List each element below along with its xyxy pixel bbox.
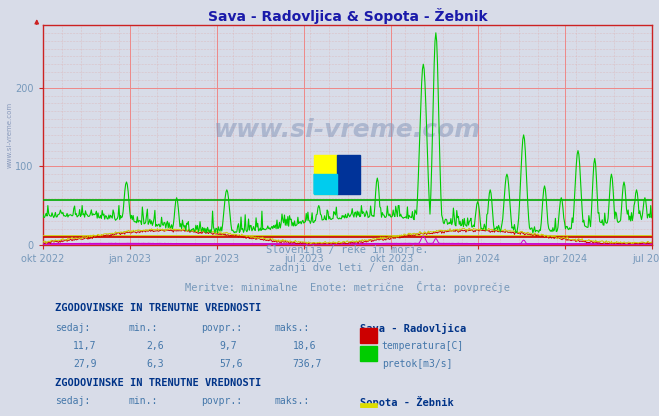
Bar: [360, 404, 377, 416]
Bar: [360, 329, 377, 343]
Text: 6,3: 6,3: [146, 359, 164, 369]
Text: ZGODOVINSKE IN TRENUTNE VREDNOSTI: ZGODOVINSKE IN TRENUTNE VREDNOSTI: [55, 303, 261, 313]
Text: ZGODOVINSKE IN TRENUTNE VREDNOSTI: ZGODOVINSKE IN TRENUTNE VREDNOSTI: [55, 379, 261, 389]
Text: temperatura[C]: temperatura[C]: [382, 341, 464, 351]
Text: 18,6: 18,6: [293, 341, 316, 351]
Text: 9,7: 9,7: [219, 341, 237, 351]
Text: www.si-vreme.com: www.si-vreme.com: [7, 102, 13, 168]
Text: Sopota - Žebnik: Sopota - Žebnik: [360, 396, 453, 408]
Text: Sava - Radovljica: Sava - Radovljica: [360, 323, 466, 334]
Text: min.:: min.:: [128, 323, 158, 333]
Text: Meritve: minimalne  Enote: metrične  Črta: povprečje: Meritve: minimalne Enote: metrične Črta:…: [185, 281, 510, 292]
Bar: [314, 154, 337, 194]
Text: min.:: min.:: [128, 396, 158, 406]
Text: zadnji dve leti / en dan.: zadnji dve leti / en dan.: [270, 263, 426, 273]
Text: pretok[m3/s]: pretok[m3/s]: [382, 359, 452, 369]
Text: povpr.:: povpr.:: [202, 396, 243, 406]
Text: sedaj:: sedaj:: [55, 396, 90, 406]
Bar: [360, 347, 377, 361]
Polygon shape: [314, 174, 337, 194]
Text: 11,7: 11,7: [73, 341, 97, 351]
Text: maks.:: maks.:: [274, 396, 310, 406]
Bar: [337, 154, 360, 194]
Text: povpr.:: povpr.:: [202, 323, 243, 333]
Text: sedaj:: sedaj:: [55, 323, 90, 333]
Text: 2,6: 2,6: [146, 341, 164, 351]
Text: 736,7: 736,7: [293, 359, 322, 369]
Text: maks.:: maks.:: [274, 323, 310, 333]
Bar: [314, 174, 337, 194]
Text: Slovenija / reke in morje.: Slovenija / reke in morje.: [266, 245, 429, 255]
Text: 27,9: 27,9: [73, 359, 97, 369]
Title: Sava - Radovljica & Sopota - Žebnik: Sava - Radovljica & Sopota - Žebnik: [208, 8, 488, 24]
Text: www.si-vreme.com: www.si-vreme.com: [214, 119, 481, 143]
Text: 57,6: 57,6: [219, 359, 243, 369]
